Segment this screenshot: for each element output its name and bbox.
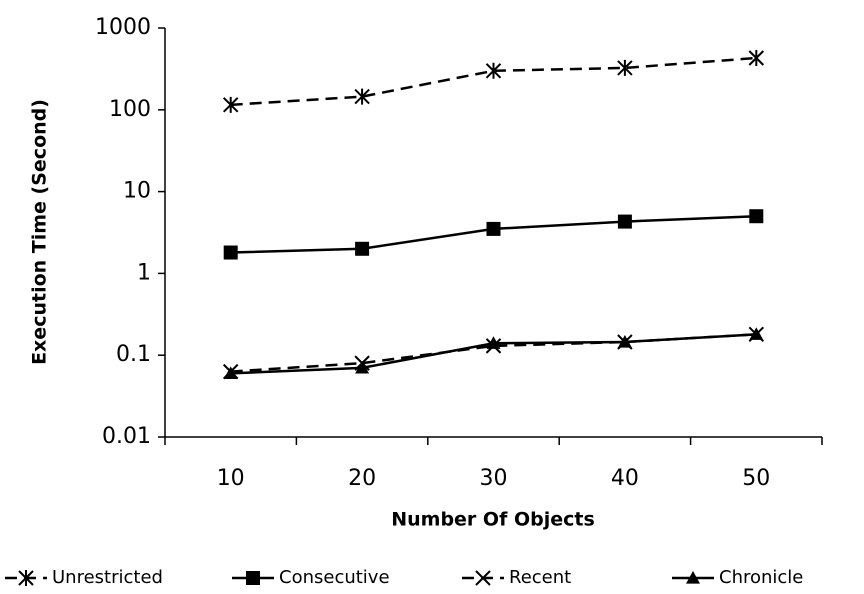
y-tick-label: 10 — [123, 179, 151, 204]
x-tick-label: 20 — [348, 466, 376, 491]
marker — [246, 571, 260, 585]
marker — [487, 222, 501, 236]
y-tick-label: 0.1 — [116, 342, 151, 367]
marker — [749, 209, 763, 223]
marker-part — [355, 242, 369, 256]
legend-label: Consecutive — [279, 567, 390, 588]
marker — [618, 215, 632, 229]
marker-part — [749, 209, 763, 223]
marker-part — [246, 571, 260, 585]
y-tick-label: 1 — [137, 260, 151, 285]
marker-part — [487, 222, 501, 236]
legend-label: Recent — [509, 567, 571, 588]
x-tick-label: 10 — [217, 466, 245, 491]
x-tick-label: 40 — [611, 466, 639, 491]
x-axis-title: Number Of Objects — [391, 509, 595, 531]
y-tick-label: 0.01 — [102, 424, 151, 449]
legend-label: Chronicle — [719, 567, 803, 588]
marker — [355, 242, 369, 256]
y-tick-label: 1000 — [95, 15, 151, 40]
y-axis-title: Execution Time (Second) — [29, 99, 51, 365]
marker — [224, 246, 238, 260]
chart: Number Of Objects Execution Time (Second… — [0, 0, 864, 594]
marker-part — [618, 215, 632, 229]
x-tick-label: 50 — [742, 466, 770, 491]
legend-label: Unrestricted — [52, 567, 163, 588]
x-tick-label: 30 — [480, 466, 508, 491]
marker-part — [224, 246, 238, 260]
y-tick-label: 100 — [109, 97, 151, 122]
